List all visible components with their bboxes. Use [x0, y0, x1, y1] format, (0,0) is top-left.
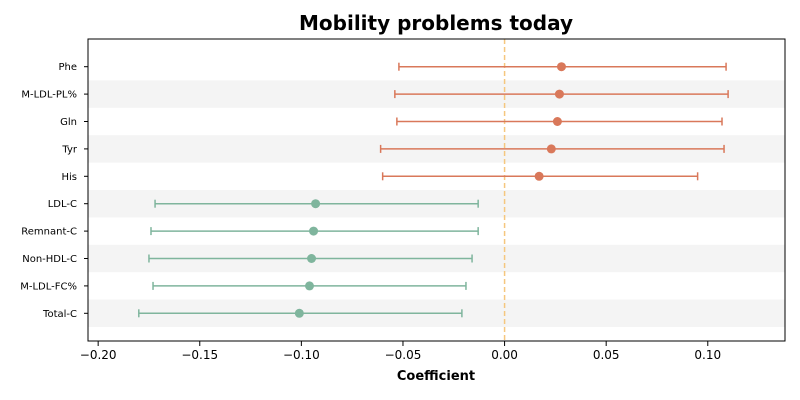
y-tick-label: Non-HDL-C	[22, 254, 77, 265]
estimate-point	[552, 117, 562, 126]
estimate-point	[546, 144, 556, 154]
estimate-point	[534, 171, 544, 181]
y-tick-label: Gln	[60, 117, 77, 128]
y-tick-label: Total-C	[42, 309, 77, 320]
x-tick-label: 0.05	[593, 348, 620, 362]
estimate-point	[311, 199, 321, 209]
x-tick-label: −0.20	[80, 348, 117, 362]
estimate-marks	[138, 62, 729, 318]
estimate-point	[309, 226, 319, 236]
x-tick-label: 0.10	[694, 348, 721, 362]
x-tick-label: 0.00	[491, 348, 518, 362]
plot-frame	[87, 38, 786, 342]
y-tick-label: Tyr	[61, 144, 77, 155]
estimate-point	[294, 308, 304, 318]
y-tick-label: M-LDL-PL%	[21, 90, 77, 101]
estimate-point	[554, 89, 564, 99]
x-tick-label: −0.05	[385, 348, 422, 362]
estimate-point	[556, 62, 566, 72]
estimate-point	[304, 281, 314, 291]
y-tick-label: LDL-C	[48, 199, 77, 210]
y-tick-label: His	[61, 172, 77, 183]
y-axis: Phe M-LDL-PL% Gln Tyr His LDL-C Remnant-C Non-H…	[20, 62, 88, 320]
chart-title: Mobility problems today	[299, 11, 573, 35]
x-axis-label: Coefficient	[397, 369, 475, 384]
x-axis: −0.20 −0.15 −0.10 −0.05 0.00 0.05 0.10	[80, 341, 721, 362]
y-tick-label: Remnant-C	[21, 227, 77, 238]
estimate-point	[307, 254, 317, 263]
x-tick-label: −0.15	[181, 348, 218, 362]
y-tick-label: Phe	[58, 62, 77, 73]
y-tick-label: M-LDL-FC%	[20, 281, 77, 292]
x-tick-label: −0.10	[283, 348, 320, 362]
